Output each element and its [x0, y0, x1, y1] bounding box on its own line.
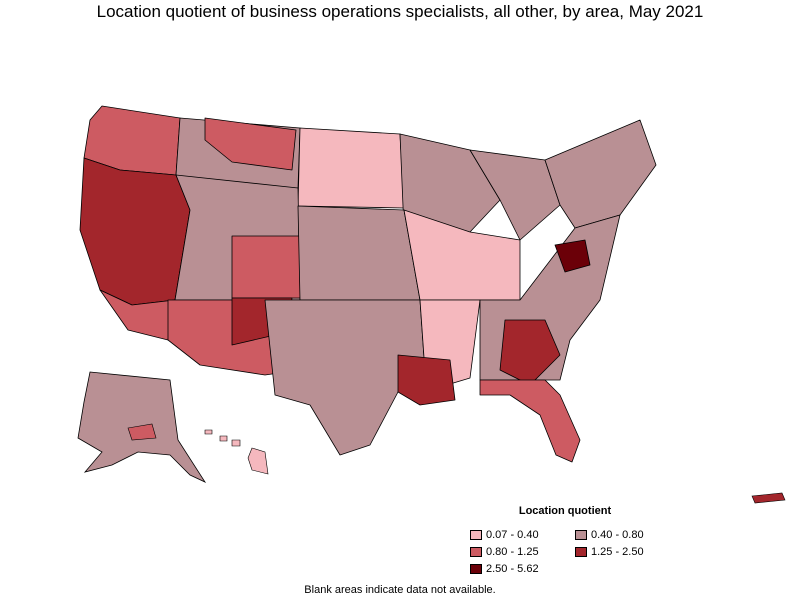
contiguous-us — [79, 105, 657, 463]
map-title: Location quotient of business operations… — [96, 2, 704, 21]
legend-label: 2.50 - 5.62 — [486, 562, 539, 575]
legend-label: 0.07 - 0.40 — [486, 528, 539, 541]
legend-item: 0.80 - 1.25 — [470, 544, 575, 559]
legend-items: 0.07 - 0.40 0.40 - 0.80 0.80 - 1.25 1.25… — [470, 527, 660, 576]
legend-swatch — [575, 546, 587, 557]
legend-item: 2.50 - 5.62 — [470, 561, 575, 576]
legend-item: 1.25 - 2.50 — [575, 544, 665, 559]
footnote: Blank areas indicate data not available. — [304, 584, 496, 596]
legend-label: 1.25 - 2.50 — [591, 545, 644, 558]
legend-item: 0.40 - 0.80 — [575, 527, 665, 542]
region-hawaii — [204, 429, 269, 475]
legend-item: 0.07 - 0.40 — [470, 527, 575, 542]
region-mid-atlantic — [554, 239, 591, 273]
region-california-nevada — [79, 157, 191, 306]
legend-swatch — [470, 563, 482, 574]
region-puerto-rico — [751, 492, 786, 504]
legend-swatch — [470, 529, 482, 540]
legend-label: 0.40 - 0.80 — [591, 528, 644, 541]
legend-swatch — [575, 529, 587, 540]
region-central-plains — [297, 205, 421, 301]
region-colorado — [231, 235, 301, 299]
region-northeast — [544, 119, 657, 229]
region-georgia-carolinas — [499, 319, 561, 386]
region-alaska-south — [127, 423, 157, 441]
legend-title: Location quotient — [518, 505, 612, 517]
region-montana-west — [204, 117, 297, 171]
legend: Location quotient 0.07 - 0.40 0.40 - 0.8… — [470, 505, 660, 576]
region-florida — [479, 379, 581, 463]
legend-label: 0.80 - 1.25 — [486, 545, 539, 558]
legend-swatch — [470, 546, 482, 557]
region-northern-plains — [297, 127, 405, 209]
region-midwest-central — [403, 209, 521, 301]
region-great-lakes — [469, 149, 561, 241]
region-louisiana — [397, 354, 456, 406]
